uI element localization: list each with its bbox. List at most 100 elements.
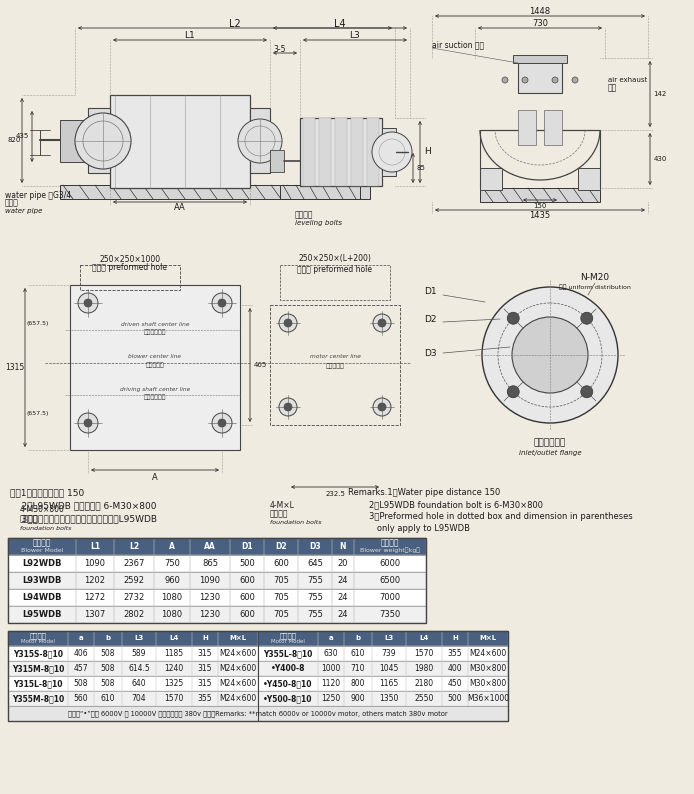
Bar	[156, 691, 192, 706]
Text: Motor Model: Motor Model	[271, 639, 305, 644]
Text: 2367: 2367	[124, 559, 144, 568]
Text: M24×600: M24×600	[469, 649, 507, 658]
Bar	[156, 646, 192, 661]
Text: 960: 960	[164, 576, 180, 585]
Bar	[68, 631, 94, 646]
Bar	[264, 606, 298, 623]
Text: 1090: 1090	[199, 576, 221, 585]
Text: 800: 800	[350, 679, 365, 688]
Bar	[68, 691, 94, 706]
Bar	[94, 691, 122, 706]
Text: L2: L2	[129, 542, 139, 551]
Circle shape	[284, 403, 292, 411]
Text: 315: 315	[198, 649, 212, 658]
Text: 20: 20	[338, 559, 348, 568]
Bar	[372, 691, 406, 706]
Text: L4: L4	[169, 635, 178, 642]
Text: L1: L1	[90, 542, 100, 551]
Circle shape	[373, 314, 391, 332]
Text: M24×600: M24×600	[219, 694, 257, 703]
Bar	[442, 691, 468, 706]
Bar	[264, 555, 298, 572]
Text: L92WDB: L92WDB	[22, 559, 62, 568]
Text: 24: 24	[338, 610, 348, 619]
Bar	[264, 589, 298, 606]
Bar	[332, 555, 354, 572]
Bar	[122, 676, 156, 691]
Text: 500: 500	[239, 559, 255, 568]
Bar	[70, 285, 240, 450]
Text: 1570: 1570	[414, 649, 434, 658]
Circle shape	[572, 77, 578, 83]
Circle shape	[212, 293, 232, 313]
Text: 24: 24	[338, 593, 348, 602]
Text: Y315M-8，10: Y315M-8，10	[12, 664, 64, 673]
Text: 430: 430	[653, 156, 667, 162]
Text: 地脚螺栓: 地脚螺栓	[270, 510, 289, 518]
Text: 1315: 1315	[6, 363, 24, 372]
Text: 2732: 2732	[124, 593, 144, 602]
Bar	[192, 646, 218, 661]
Bar	[298, 555, 332, 572]
Bar	[192, 661, 218, 676]
Bar	[518, 58, 562, 93]
Text: Blower Model: Blower Model	[21, 548, 63, 553]
Bar	[264, 538, 298, 555]
Bar	[406, 631, 442, 646]
Text: only apply to L95WDB: only apply to L95WDB	[348, 524, 470, 533]
Bar	[442, 676, 468, 691]
Text: Y315S-8，10: Y315S-8，10	[13, 649, 63, 658]
Text: leveling bolts: leveling bolts	[295, 220, 342, 226]
Circle shape	[75, 113, 131, 169]
Bar	[406, 646, 442, 661]
Bar	[122, 661, 156, 676]
Text: 1000: 1000	[321, 664, 341, 673]
Text: L4: L4	[335, 19, 346, 29]
Circle shape	[502, 77, 508, 83]
Bar	[8, 631, 508, 646]
Text: 1272: 1272	[85, 593, 105, 602]
Bar	[156, 631, 192, 646]
Bar	[354, 572, 426, 589]
Text: 1185: 1185	[164, 649, 183, 658]
Text: 589: 589	[132, 649, 146, 658]
Text: 865: 865	[202, 559, 218, 568]
Text: 142: 142	[653, 91, 667, 97]
Bar	[94, 676, 122, 691]
Text: foundation bolts: foundation bolts	[270, 521, 321, 526]
Bar	[468, 631, 508, 646]
Text: M24×600: M24×600	[219, 679, 257, 688]
Circle shape	[507, 312, 519, 324]
Text: L3: L3	[350, 32, 360, 40]
Bar	[156, 661, 192, 676]
Bar	[8, 646, 508, 661]
Text: AA: AA	[174, 203, 186, 213]
Text: water pipe 接G3/4: water pipe 接G3/4	[5, 191, 71, 199]
Text: M×L: M×L	[480, 635, 497, 642]
Bar	[480, 188, 600, 202]
Text: 355: 355	[448, 649, 462, 658]
Bar	[8, 661, 68, 676]
Bar	[468, 646, 508, 661]
Bar	[190, 555, 230, 572]
Bar	[442, 646, 468, 661]
Text: Y315L-8，10: Y315L-8，10	[13, 679, 62, 688]
Text: D1: D1	[242, 542, 253, 551]
Text: 1230: 1230	[199, 610, 221, 619]
Bar	[8, 538, 426, 623]
Circle shape	[373, 398, 391, 416]
Circle shape	[378, 403, 386, 411]
Bar	[480, 168, 502, 190]
Text: 风机中心线: 风机中心线	[146, 362, 164, 368]
Circle shape	[581, 386, 593, 398]
Text: M30×800: M30×800	[469, 664, 507, 673]
Bar	[442, 661, 468, 676]
Text: 85: 85	[416, 165, 425, 171]
Text: 755: 755	[307, 576, 323, 585]
Bar	[8, 606, 76, 623]
Bar	[372, 631, 406, 646]
Circle shape	[378, 319, 386, 327]
Circle shape	[522, 77, 528, 83]
Text: 1240: 1240	[164, 664, 184, 673]
Text: 1230: 1230	[199, 593, 221, 602]
